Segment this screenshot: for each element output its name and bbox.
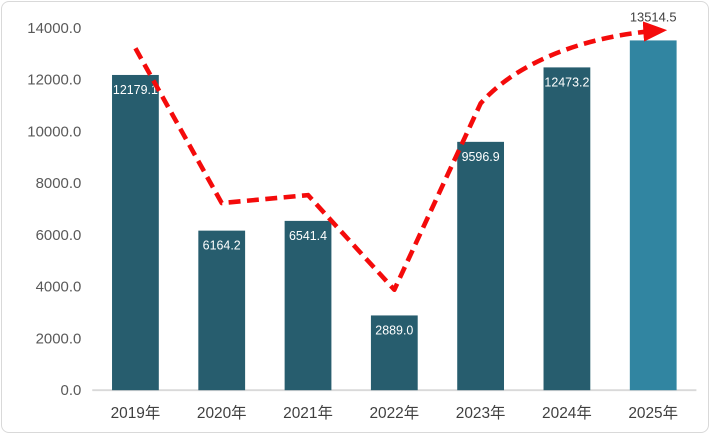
x-axis-label: 2025年 xyxy=(628,404,678,422)
x-axis-label: 2020年 xyxy=(197,404,247,422)
x-axis-label: 2019年 xyxy=(111,404,161,422)
bar-value-label: 12179.1 xyxy=(113,83,158,97)
bar-2024年 xyxy=(543,67,591,391)
bar-2023年 xyxy=(457,141,505,391)
y-axis-tick-label: 6000.0 xyxy=(36,227,82,244)
bar-2019年 xyxy=(112,74,159,391)
x-axis-label: 2022年 xyxy=(369,404,419,422)
bar-value-label: 9596.9 xyxy=(462,150,500,164)
bar-value-label: 2889.0 xyxy=(375,323,413,337)
bar-value-label: 12473.2 xyxy=(544,75,589,89)
bar-2022年 xyxy=(370,315,418,391)
bar-2025年 xyxy=(629,40,677,391)
y-axis-tick-label: 14000.0 xyxy=(27,20,81,37)
bar-value-label: 13514.5 xyxy=(630,10,677,25)
y-axis-tick-label: 2000.0 xyxy=(36,330,82,347)
bar-2020年 xyxy=(198,230,246,391)
y-axis-tick-label: 12000.0 xyxy=(27,72,81,89)
y-axis-tick-label: 0.0 xyxy=(61,382,82,399)
y-axis-tick-label: 8000.0 xyxy=(36,175,82,192)
y-axis-tick-label: 10000.0 xyxy=(27,123,81,140)
bar-value-label: 6541.4 xyxy=(289,229,327,243)
trend-arrow-line xyxy=(133,21,668,293)
x-axis-label: 2021年 xyxy=(283,404,333,422)
bar-value-label: 6164.2 xyxy=(203,239,241,253)
x-axis-label: 2023年 xyxy=(456,404,506,422)
y-axis-tick-label: 4000.0 xyxy=(36,279,82,296)
bar-2021年 xyxy=(284,220,332,391)
x-axis-label: 2024年 xyxy=(542,404,592,422)
